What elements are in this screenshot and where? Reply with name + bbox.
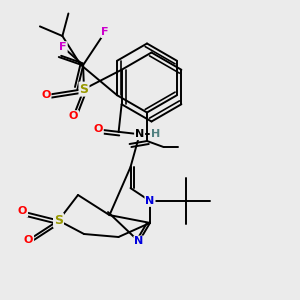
Text: O: O [24, 235, 33, 245]
Text: O: O [41, 90, 51, 100]
Text: F: F [101, 27, 109, 37]
Text: S: S [54, 214, 63, 227]
Text: H: H [151, 129, 160, 139]
Text: N: N [134, 236, 143, 247]
Text: O: O [94, 124, 103, 134]
Text: O: O [18, 206, 27, 217]
Text: N: N [135, 129, 144, 139]
Text: O: O [69, 111, 78, 121]
Text: S: S [80, 82, 88, 96]
Text: F: F [59, 42, 67, 52]
Text: N: N [146, 196, 154, 206]
